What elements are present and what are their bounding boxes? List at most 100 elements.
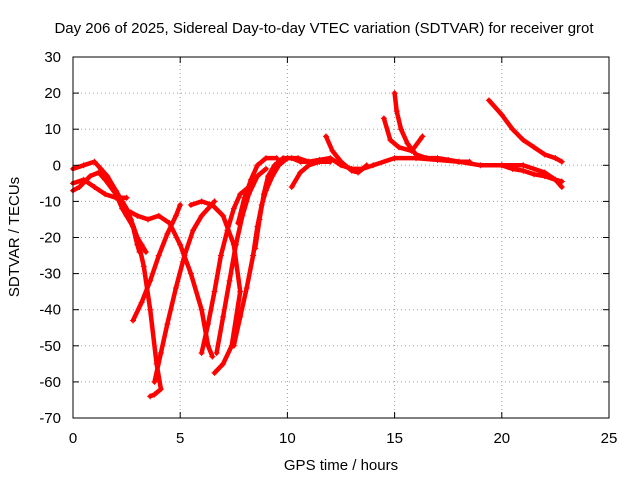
data-point — [271, 162, 278, 169]
data-point — [119, 205, 126, 212]
data-point — [262, 155, 269, 162]
data-point — [477, 162, 484, 169]
data-point — [230, 342, 237, 349]
data-point — [211, 288, 218, 295]
data-point — [247, 176, 254, 183]
data-point — [297, 158, 304, 165]
series-arc-6 — [119, 205, 149, 255]
data-point — [509, 126, 516, 133]
data-point — [172, 212, 179, 219]
data-point — [226, 277, 233, 284]
data-point — [76, 183, 83, 190]
data-point — [329, 147, 336, 154]
data-point — [552, 176, 559, 183]
data-point — [198, 350, 205, 357]
data-point — [404, 140, 411, 147]
data-point — [355, 169, 362, 176]
data-point — [445, 156, 452, 163]
data-point — [338, 158, 344, 165]
data-point — [211, 369, 218, 376]
data-point — [211, 198, 218, 205]
data-point — [498, 111, 505, 118]
data-point — [520, 162, 527, 169]
y-tick-label: 0 — [53, 157, 61, 174]
data-point — [177, 202, 184, 209]
data-point — [138, 241, 145, 248]
y-tick-label: 20 — [44, 85, 61, 102]
data-point — [398, 126, 405, 133]
data-point — [348, 167, 355, 174]
data-point — [558, 158, 565, 165]
data-point — [232, 241, 239, 248]
data-point — [138, 299, 145, 306]
data-point — [254, 173, 261, 180]
data-point — [164, 230, 171, 237]
data-point — [265, 173, 272, 180]
y-axis-label: SDTVAR / TECUs — [6, 177, 23, 297]
series-arc-7 — [151, 198, 218, 385]
data-point — [209, 202, 216, 209]
data-point — [297, 169, 304, 176]
data-point — [419, 133, 426, 140]
data-point — [91, 158, 98, 165]
data-point — [509, 165, 516, 172]
data-point — [237, 191, 244, 198]
data-point — [316, 158, 323, 165]
grid-lines — [73, 57, 609, 418]
data-point — [558, 183, 565, 190]
data-point — [485, 97, 492, 104]
x-tick-label: 20 — [493, 430, 510, 447]
series-trace — [214, 166, 269, 356]
data-point — [140, 263, 147, 270]
data-point — [147, 306, 154, 313]
data-point — [123, 212, 130, 219]
data-point — [198, 212, 205, 219]
series-arc-15 — [322, 133, 370, 176]
data-point — [520, 137, 527, 144]
data-point — [363, 162, 370, 169]
x-tick-label: 10 — [279, 430, 296, 447]
data-point — [205, 321, 212, 328]
data-point — [205, 342, 212, 349]
data-point — [243, 285, 250, 292]
data-point — [322, 133, 329, 140]
y-tick-label: -20 — [39, 230, 61, 247]
data-point — [181, 252, 188, 259]
axis-ticks: 0 5 10 15 20 25 -70 -60 -50 -40 -30 -20 -10 0 10 20 30 — [39, 49, 617, 447]
data-point — [102, 191, 109, 198]
x-tick-label: 5 — [176, 430, 184, 447]
data-point — [230, 205, 237, 212]
data-point — [87, 173, 94, 180]
data-point — [157, 350, 164, 357]
data-point — [190, 227, 197, 234]
data-point — [130, 317, 137, 324]
data-point — [134, 234, 141, 241]
data-point — [530, 171, 537, 178]
data-point — [134, 212, 141, 219]
data-point — [123, 194, 130, 201]
y-tick-label: -50 — [39, 338, 61, 355]
series-trace — [152, 199, 217, 385]
data-point — [288, 183, 295, 190]
data-series — [70, 90, 565, 400]
data-point — [260, 191, 267, 198]
data-point — [413, 151, 420, 158]
data-point — [151, 378, 158, 385]
data-point — [95, 169, 102, 176]
data-point — [172, 285, 179, 292]
data-point — [423, 155, 430, 162]
data-point — [198, 306, 205, 313]
data-point — [80, 162, 87, 169]
data-point — [393, 108, 400, 115]
data-point — [520, 167, 527, 174]
data-point — [145, 216, 152, 223]
data-point — [198, 198, 205, 205]
data-point — [391, 90, 398, 97]
data-point — [262, 165, 269, 172]
series-trace — [486, 98, 565, 164]
data-point — [370, 162, 377, 169]
data-point — [288, 155, 295, 162]
series-arc-4 — [127, 209, 216, 360]
data-point — [220, 212, 227, 219]
